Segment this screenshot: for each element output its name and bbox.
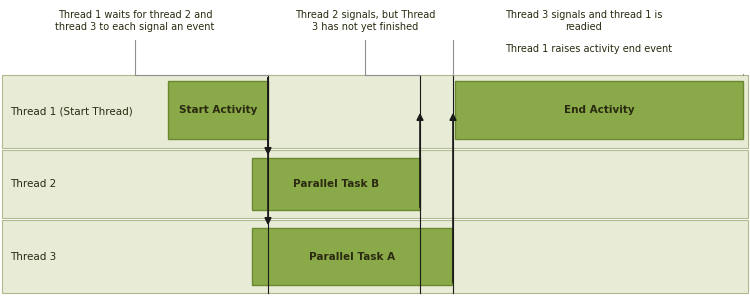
Text: Parallel Task A: Parallel Task A (309, 252, 395, 261)
Text: Start Activity: Start Activity (178, 105, 257, 115)
Text: Thread 2: Thread 2 (10, 179, 56, 189)
Text: Parallel Task B: Parallel Task B (293, 179, 379, 189)
Text: End Activity: End Activity (564, 105, 634, 115)
Bar (455, 81, 743, 139)
Bar (168, 81, 268, 139)
Text: Thread 1 raises activity end event: Thread 1 raises activity end event (505, 44, 672, 54)
Bar (252, 158, 420, 210)
Bar (2, 220, 748, 293)
Text: Thread 1 waits for thread 2 and
thread 3 to each signal an event: Thread 1 waits for thread 2 and thread 3… (56, 10, 214, 32)
Text: Thread 3: Thread 3 (10, 252, 56, 261)
Text: Thread 2 signals, but Thread
3 has not yet finished: Thread 2 signals, but Thread 3 has not y… (295, 10, 435, 32)
Text: Thread 1 (Start Thread): Thread 1 (Start Thread) (10, 107, 133, 117)
Bar (2, 150, 748, 218)
Text: Thread 3 signals and thread 1 is
readied: Thread 3 signals and thread 1 is readied (505, 10, 662, 32)
Bar (2, 75, 748, 148)
Bar (252, 228, 452, 285)
